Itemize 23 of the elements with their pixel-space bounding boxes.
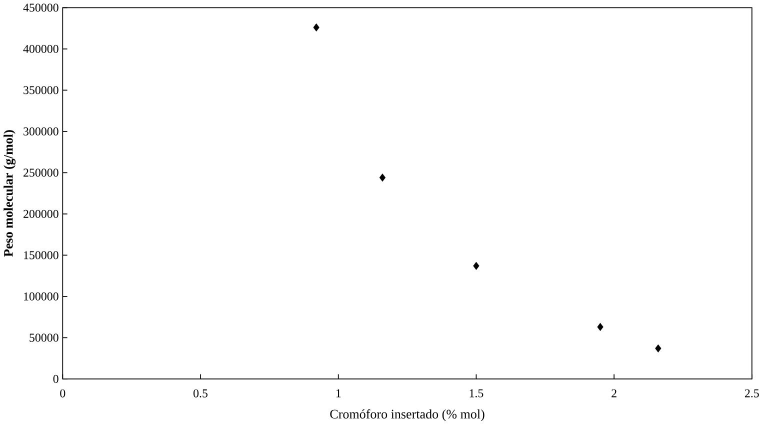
y-tick-label: 50000 (30, 334, 58, 342)
point (655, 344, 662, 353)
x-tick-label: 2.5 (744, 389, 759, 398)
point (473, 262, 480, 270)
y-tick-label: 350000 (24, 86, 58, 94)
y-axis-title: Peso molecular (g/mol) (4, 130, 16, 257)
y-tick-label: 200000 (24, 210, 58, 218)
x-tick-label: 0 (60, 389, 66, 398)
point (313, 24, 320, 32)
x-tick-label: 0.5 (194, 389, 208, 398)
y-tick-label: 450000 (23, 4, 58, 12)
x-tick-label: 1 (336, 389, 341, 398)
y-tick-label: 300000 (24, 127, 58, 136)
x-tick-label: 2 (612, 389, 616, 398)
point (379, 174, 386, 182)
y-tick-label: 400000 (23, 44, 58, 54)
y-tick-label: 100000 (24, 292, 58, 301)
y-tick-label: 250000 (24, 168, 58, 177)
x-axis-title: Cromóforo insertado (% mol) (330, 409, 484, 422)
x-tick-label: 1.5 (470, 389, 484, 398)
point (597, 323, 604, 332)
y-tick-label: 150000 (24, 251, 58, 260)
y-tick-label: 0 (53, 375, 58, 384)
